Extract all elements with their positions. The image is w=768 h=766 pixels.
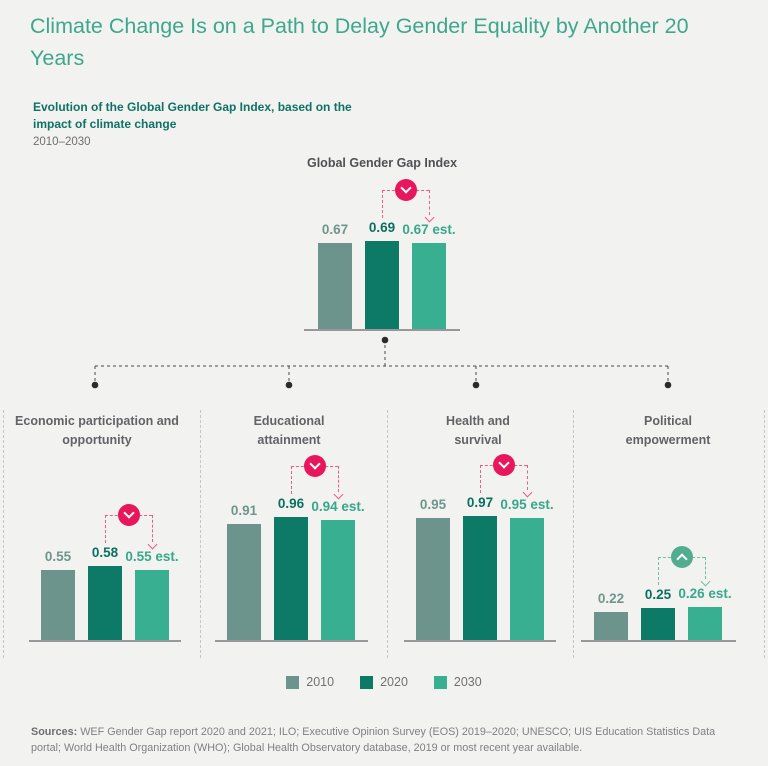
legend-swatch	[286, 675, 300, 689]
bar-value-label: 0.25	[644, 587, 672, 602]
legend: 2010 2020 2030	[0, 675, 768, 689]
axis-baseline	[29, 640, 181, 642]
trend-dashed-bracket	[291, 466, 292, 495]
chevron-down-icon	[308, 458, 321, 470]
trend-circle	[492, 453, 515, 476]
bar-2010	[318, 243, 352, 329]
bar-2020	[463, 516, 497, 640]
bar-2010	[227, 524, 261, 640]
bar-2020	[641, 608, 675, 640]
arrowhead-down-icon	[700, 576, 711, 587]
bar-2030	[688, 607, 722, 640]
connector-lines	[91, 336, 672, 389]
axis-baseline	[580, 640, 736, 642]
bar-value-label: 0.69	[368, 220, 396, 235]
bar-value-label: 0.58	[91, 545, 119, 560]
main-title: Climate Change Is on a Path to Delay Gen…	[30, 14, 689, 71]
bar-value-label: 0.26 est.	[678, 586, 732, 601]
chart-subtitle: Evolution of the Global Gender Gap Index…	[33, 100, 352, 132]
trend-dashed-bracket	[658, 557, 659, 585]
vertical-separator	[764, 410, 765, 658]
bar-value-label: 0.67 est.	[402, 222, 456, 237]
trend-circle	[303, 455, 326, 478]
bar-2010	[41, 570, 75, 640]
top-chart-title: Global Gender Gap Index	[306, 156, 458, 170]
trend-dashed-bracket	[152, 514, 153, 542]
vertical-separator	[200, 410, 201, 658]
sources-text: Sources: WEF Gender Gap report 2020 and …	[31, 724, 745, 756]
trend-circle	[394, 178, 417, 201]
legend-item-2020: 2020	[360, 675, 408, 689]
vertical-separator	[573, 410, 574, 658]
panel-heading-economic: Economic participation and opportunity	[15, 414, 179, 447]
trend-dashed-bracket	[105, 514, 106, 543]
bar-value-label: 0.67	[321, 222, 349, 237]
vertical-separator	[387, 410, 388, 658]
bar-2020	[88, 566, 122, 640]
bar-value-label: 0.55 est.	[125, 549, 179, 564]
panel-heading-educational: Educational attainment	[253, 414, 325, 447]
bar-2030	[135, 570, 169, 640]
trend-dashed-bracket	[338, 466, 339, 492]
panel-heading-health: Health and survival	[446, 414, 510, 447]
vertical-separator	[3, 410, 4, 658]
trend-circle	[117, 503, 140, 526]
trend-circle	[670, 546, 693, 568]
sources-label: Sources:	[31, 726, 78, 738]
bar-2010	[416, 518, 450, 640]
bar-value-label: 0.94 est.	[311, 499, 365, 514]
panel-heading-political: Political empowerment	[625, 414, 711, 447]
bar-2020	[274, 517, 308, 640]
chevron-down-icon	[497, 457, 510, 469]
axis-baseline	[214, 640, 368, 642]
legend-label: 2030	[453, 675, 482, 689]
legend-swatch	[433, 675, 447, 689]
bar-2030	[412, 243, 446, 329]
bar-value-label: 0.96	[277, 496, 305, 511]
axis-baseline	[404, 640, 556, 642]
legend-label: 2020	[380, 675, 408, 689]
trend-dashed-bracket	[527, 464, 528, 491]
bar-value-label: 0.55	[44, 549, 72, 564]
trend-dashed-bracket	[480, 464, 481, 493]
bar-2020	[365, 241, 399, 329]
chevron-up-icon	[675, 553, 688, 565]
bar-2030	[321, 520, 355, 640]
bar-value-label: 0.95	[419, 497, 447, 512]
chevron-down-icon	[399, 182, 412, 194]
bar-2010	[594, 612, 628, 640]
trend-dashed-bracket	[705, 557, 706, 579]
bar-2030	[510, 518, 544, 640]
legend-swatch	[360, 675, 374, 689]
bar-value-label: 0.97	[466, 495, 494, 510]
period-label: 2010–2030	[33, 136, 91, 148]
axis-baseline	[304, 329, 460, 331]
trend-dashed-bracket	[382, 189, 383, 218]
legend-label: 2010	[306, 675, 335, 689]
chevron-down-icon	[122, 507, 135, 519]
bar-value-label: 0.95 est.	[500, 497, 554, 512]
trend-dashed-bracket	[429, 189, 430, 216]
legend-item-2010: 2010	[286, 675, 334, 689]
bar-value-label: 0.91	[230, 503, 258, 518]
legend-item-2030: 2030	[433, 675, 482, 689]
bar-value-label: 0.22	[597, 591, 625, 606]
sources-body: WEF Gender Gap report 2020 and 2021; ILO…	[31, 726, 716, 755]
